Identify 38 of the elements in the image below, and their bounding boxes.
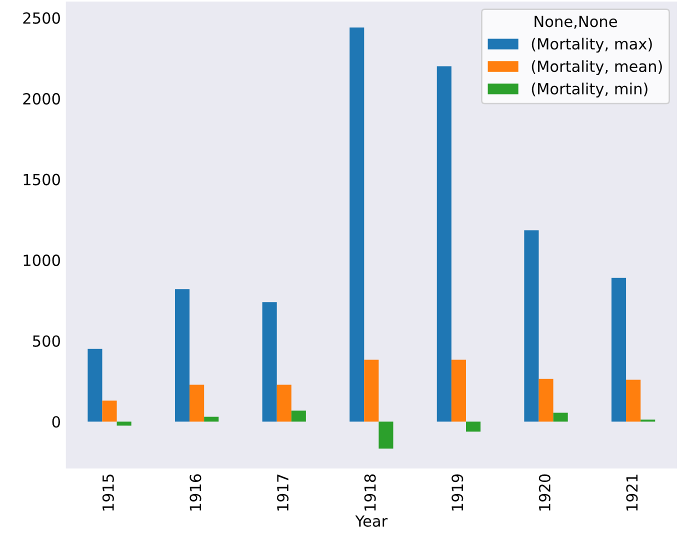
bar xyxy=(276,384,292,422)
bar xyxy=(466,422,481,432)
bar xyxy=(102,400,117,422)
bar xyxy=(291,410,306,422)
bar xyxy=(436,66,452,422)
legend-label: (Mortality, mean) xyxy=(532,60,662,76)
y-tick-label: 2000 xyxy=(23,93,60,105)
bar xyxy=(116,422,132,426)
legend-label: (Mortality, max) xyxy=(532,38,652,53)
bar xyxy=(204,416,219,422)
x-tick-label: 1921 xyxy=(626,474,638,511)
y-tick-label: 1500 xyxy=(24,174,60,186)
bar xyxy=(553,412,568,422)
bar xyxy=(611,278,626,422)
bar xyxy=(350,27,364,422)
x-tick-label: 1919 xyxy=(452,474,464,511)
bar xyxy=(538,378,554,422)
bar xyxy=(451,360,466,422)
y-tick-label: 0 xyxy=(52,416,60,428)
legend-title: None,None xyxy=(534,16,617,29)
bar xyxy=(190,384,204,422)
x-tick-label: 1917 xyxy=(276,474,289,511)
legend-label: (Mortality, min) xyxy=(532,82,648,98)
bar xyxy=(626,380,641,422)
x-tick-label: 1918 xyxy=(364,474,376,511)
bar xyxy=(262,302,277,422)
x-tick-label: 1920 xyxy=(538,474,550,511)
bar xyxy=(364,360,379,422)
y-tick-label: 2500 xyxy=(23,12,60,24)
bar xyxy=(174,289,190,422)
y-tick-label: 500 xyxy=(33,335,60,347)
x-tick-label: 1916 xyxy=(190,474,202,511)
x-tick-label: 1915 xyxy=(102,474,114,511)
bar xyxy=(378,422,394,449)
bar xyxy=(88,348,102,422)
bar xyxy=(524,230,539,422)
x-axis-title: Year xyxy=(355,515,388,527)
y-tick-label: 1000 xyxy=(24,254,60,266)
